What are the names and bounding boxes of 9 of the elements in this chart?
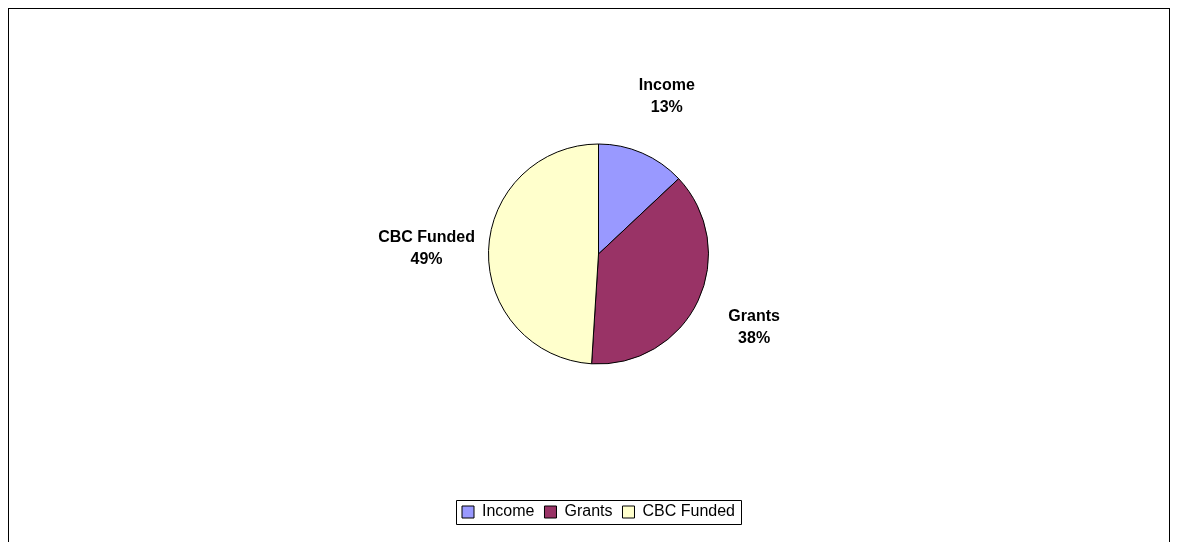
legend-label: CBC Funded <box>642 502 735 520</box>
slice-label: Grants <box>728 306 781 324</box>
slice-label: Income <box>638 75 695 93</box>
legend-label: Grants <box>564 502 613 520</box>
data-label: 13% <box>650 97 683 115</box>
legend-label: Income <box>482 502 535 520</box>
slice-label: CBC Funded <box>378 228 476 245</box>
data-label: 38% <box>738 328 771 346</box>
data-label: 49% <box>410 250 443 267</box>
